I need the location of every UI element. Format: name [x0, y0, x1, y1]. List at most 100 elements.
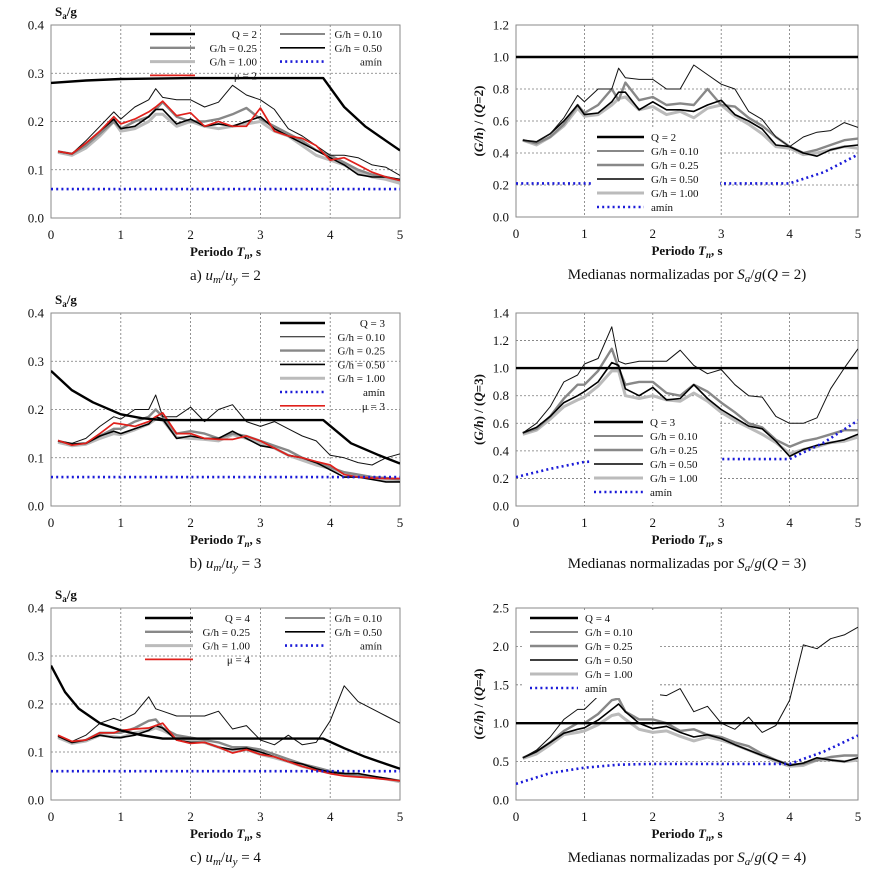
y-tick-label: 1.4 — [493, 306, 510, 321]
x-tick-label: 1 — [581, 226, 588, 241]
text-part: /g — [66, 292, 78, 307]
x-tick-label: 4 — [327, 515, 334, 530]
y-tick-label: 0.2 — [493, 178, 509, 193]
text-part: ) / ( — [471, 402, 486, 421]
legend-label-g025: G/h = 0.25 — [210, 43, 258, 55]
series-line-g050 — [522, 703, 858, 767]
y-tick-label: 0.8 — [493, 82, 509, 97]
chart-panel-b-left: 0.0 0.1 0.2 0.3 0.4 0 1 2 3 4 5 Q = 3 G/h = 0.10 G/h … — [28, 292, 404, 574]
y-tick-label: 0.3 — [28, 354, 44, 369]
legend-label-g100: G/h = 1.00 — [338, 373, 386, 385]
text-part: Q — [471, 686, 486, 696]
legend-label-g100: G/h = 1.00 — [651, 188, 699, 200]
text-part: Medianas normalizadas por — [568, 267, 738, 283]
text-part: Periodo — [651, 243, 698, 258]
x-axis-label: Periodo Tn, s — [190, 244, 261, 261]
legend-label-g050: G/h = 0.50 — [335, 43, 383, 55]
legend-background — [522, 610, 660, 698]
x-axis-label: Periodo Tn, s — [651, 826, 722, 843]
text-part: ( — [471, 152, 486, 156]
text-part: = 4) — [778, 850, 806, 866]
panel-caption: b) um/uy = 3 — [190, 556, 262, 574]
legend-label-g050: G/h = 0.50 — [335, 627, 383, 639]
text-part: = 4 — [237, 850, 261, 866]
y-axis-label: Sa/g — [55, 587, 77, 604]
x-axis-label: Periodo Tn, s — [651, 243, 722, 260]
text-part: T — [698, 532, 707, 547]
y-tick-label: 0.4 — [28, 306, 45, 321]
chart-panel-c-left: 0.0 0.1 0.2 0.3 0.4 0 1 2 3 4 5 Q = 4 G/h = 0.10 G/h … — [28, 587, 404, 868]
x-tick-label: 3 — [257, 515, 264, 530]
legend-label-g010: G/h = 0.10 — [650, 431, 698, 443]
y-tick-label: 2.5 — [493, 601, 509, 616]
text-part: /g — [66, 4, 78, 19]
text-part: y — [232, 274, 238, 286]
x-tick-label: 4 — [786, 226, 793, 241]
y-tick-label: 0.0 — [28, 499, 44, 514]
legend-label-g100: G/h = 1.00 — [585, 669, 633, 681]
y-tick-label: 1.2 — [493, 18, 509, 33]
series-line-mu — [57, 100, 400, 182]
series-line-g010 — [57, 84, 400, 176]
text-part: , s — [249, 244, 261, 259]
y-axis-label: (G/h) / (Q=4) — [471, 669, 486, 740]
x-tick-label: 2 — [187, 515, 194, 530]
x-tick-label: 4 — [786, 809, 793, 824]
text-part: = 2 — [237, 268, 260, 284]
legend-label-amin: amín — [650, 487, 672, 499]
text-part: , s — [711, 532, 723, 547]
text-part: S — [737, 850, 745, 866]
plot-frame — [50, 24, 401, 219]
text-part: S — [737, 556, 745, 572]
text-part: =4) — [471, 669, 486, 687]
legend-label-Q: Q = 2 — [651, 132, 676, 144]
y-tick-label: 1.5 — [493, 677, 509, 692]
text-part: S — [737, 267, 745, 283]
y-tick-label: 0.1 — [28, 162, 44, 177]
x-tick-label: 2 — [187, 809, 194, 824]
x-tick-label: 2 — [650, 226, 657, 241]
text-part: T — [237, 532, 246, 547]
text-part: u — [225, 850, 233, 866]
text-part: = 3) — [778, 556, 806, 572]
text-part: a — [745, 273, 751, 285]
legend: Q = 3 G/h = 0.10 G/h = 0.25G/h = 0.50 G/h =… — [280, 318, 385, 413]
text-part: a — [62, 11, 67, 21]
series-line-g050 — [57, 108, 400, 181]
legend-label-mu: μ = 3 — [362, 401, 386, 413]
text-part: a — [62, 594, 67, 604]
series-line-g100 — [522, 369, 858, 456]
y-tick-label: 0.2 — [28, 114, 44, 129]
text-part: n — [706, 833, 711, 843]
text-part: n — [706, 250, 711, 260]
text-part: Medianas normalizadas por — [568, 850, 738, 866]
text-part: G/h — [471, 420, 486, 440]
legend: Q = 4 G/h = 0.10 G/h = 0.25 G/h = 0.50 G/h =… — [522, 610, 660, 698]
legend-label-g050: G/h = 0.50 — [650, 459, 698, 471]
series-line-amin — [516, 734, 858, 786]
series-line-g100 — [522, 712, 858, 768]
y-tick-label: 0.4 — [493, 443, 510, 458]
text-part: n — [244, 539, 249, 549]
series-line-mu — [57, 722, 400, 782]
y-tick-label: 0.1 — [28, 450, 44, 465]
x-tick-label: 5 — [397, 515, 404, 530]
series-line-Q — [51, 665, 400, 770]
y-tick-label: 0.8 — [493, 388, 509, 403]
series-line-g025 — [522, 347, 858, 448]
series-group — [516, 55, 858, 185]
text-part: G/h — [471, 715, 486, 735]
text-part: Periodo — [651, 826, 698, 841]
series-line-g100 — [522, 95, 858, 157]
legend-label-g010: G/h = 0.10 — [335, 613, 383, 625]
legend-label-g100: G/h = 1.00 — [210, 57, 258, 69]
series-group — [516, 326, 858, 479]
y-tick-label: 0.4 — [28, 601, 45, 616]
legend-label-Q: Q = 2 — [232, 29, 257, 41]
text-part: u — [226, 556, 234, 572]
x-tick-label: 5 — [855, 515, 862, 530]
x-tick-label: 3 — [257, 227, 264, 242]
y-tick-label: 0.0 — [493, 793, 509, 808]
text-part: Q — [767, 850, 778, 866]
x-tick-label: 2 — [650, 515, 657, 530]
